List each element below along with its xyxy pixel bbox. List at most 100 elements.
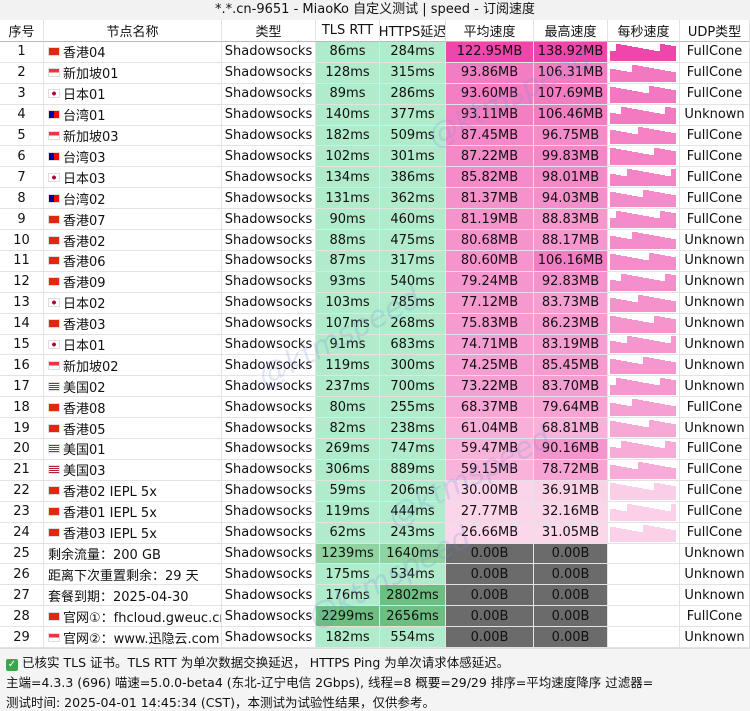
speed-bar	[670, 336, 676, 354]
cell: Unknown	[680, 271, 750, 293]
cell: Shadowsocks	[222, 271, 316, 293]
cell-text: 14	[13, 316, 30, 332]
cell-text: 剩余流量：200 GB	[48, 547, 161, 563]
speed-bar	[626, 256, 632, 270]
cell: 0.00B	[534, 585, 608, 607]
speed-bar	[643, 427, 649, 438]
cell: 98.01MB	[534, 167, 608, 189]
speed-graph	[608, 83, 680, 105]
cell-text: 269ms	[325, 441, 370, 457]
cell: 6	[0, 146, 44, 168]
speed-bar	[621, 273, 627, 291]
speed-bar	[643, 444, 649, 458]
cell-text: 182ms	[325, 629, 370, 645]
flag-icon	[48, 528, 60, 538]
speed-bar	[621, 510, 627, 521]
cell-text: 节点名称	[106, 25, 159, 40]
speed-bar	[626, 336, 632, 354]
speed-bar	[637, 91, 643, 103]
cell: 香港01 IEPL 5x	[44, 501, 222, 523]
flag-icon	[48, 256, 60, 266]
flag-icon	[48, 360, 60, 370]
cell: 2656ms	[380, 606, 446, 628]
flag-icon	[48, 131, 60, 141]
cell-text: Shadowsocks	[224, 357, 313, 373]
cell-text: 175ms	[325, 566, 370, 582]
speed-bar	[632, 468, 638, 479]
cell-text: 86ms	[329, 44, 366, 60]
speed-bar	[654, 192, 660, 208]
speed-bar	[670, 380, 676, 396]
speed-bar	[610, 68, 616, 82]
speed-bar	[643, 339, 649, 354]
speed-bar	[621, 440, 627, 458]
speed-bar	[632, 530, 638, 542]
cell-text: 79.64MB	[541, 399, 600, 415]
cell: 74.25MB	[446, 355, 534, 377]
cell: 32.16MB	[534, 501, 608, 523]
cell: 36.91MB	[534, 480, 608, 502]
speed-bar	[632, 108, 638, 124]
cell-text: Shadowsocks	[224, 441, 313, 457]
footer: ✓ 已核实 TLS 证书。TLS RTT 为单次数据交换延迟， HTTPS Pin…	[0, 648, 750, 711]
cell: 75.83MB	[446, 313, 534, 335]
speed-bar	[610, 192, 616, 208]
cell-text: 7	[17, 169, 26, 185]
speed-bar	[643, 216, 649, 229]
flag-icon	[48, 486, 60, 496]
cell-text: 106.46MB	[537, 107, 604, 123]
speed-bar	[648, 234, 654, 249]
speed-bar	[648, 155, 654, 166]
cell: 74.71MB	[446, 334, 534, 356]
speed-bar	[615, 149, 621, 166]
cell-text: 25	[13, 545, 30, 561]
speed-bar	[665, 106, 671, 124]
cell: 79.24MB	[446, 271, 534, 293]
speed-bar	[632, 486, 638, 500]
speed-bar	[670, 256, 676, 270]
cell: 92.83MB	[534, 271, 608, 293]
cell-text: 377ms	[390, 107, 435, 123]
speed-bar	[665, 299, 671, 312]
speed-bar	[632, 363, 638, 375]
speed-bar	[637, 443, 643, 458]
cell: 175ms	[316, 564, 380, 586]
speed-bar	[654, 421, 660, 438]
cell-text: 237ms	[325, 378, 370, 394]
speed-bar	[615, 113, 621, 124]
cell: 131ms	[316, 188, 380, 210]
cell: 18	[0, 397, 44, 419]
speed-bar	[659, 193, 665, 208]
cell-text: 87.22MB	[460, 148, 519, 164]
cell-text: 美国01	[63, 443, 106, 459]
cell-text: 83.73MB	[541, 295, 600, 311]
flag-icon	[48, 151, 60, 161]
cell-text: 286ms	[390, 86, 435, 102]
speed-bar	[654, 68, 660, 82]
speed-graph	[608, 376, 680, 398]
cell: 23	[0, 501, 44, 523]
cell-text: Unknown	[684, 566, 745, 582]
cell-text: 300ms	[390, 357, 435, 373]
cell-text: 0.00B	[551, 566, 590, 582]
cell: 9	[0, 209, 44, 231]
cell: Shadowsocks	[222, 125, 316, 147]
flag-icon	[48, 611, 60, 621]
cell-text: 1239ms	[321, 545, 374, 561]
speed-bar	[670, 485, 676, 500]
cell: Shadowsocks	[222, 501, 316, 523]
cell-text: 206ms	[390, 483, 435, 499]
speed-bar	[610, 279, 616, 291]
speed-bar	[637, 382, 643, 396]
speed-bar	[659, 378, 665, 396]
cell-text: 131ms	[325, 190, 370, 206]
cell-text: FullCone	[686, 483, 743, 499]
cell-text: Shadowsocks	[224, 566, 313, 582]
cell-text: 540ms	[390, 274, 435, 290]
speed-bar	[615, 447, 621, 458]
cell: Unknown	[680, 585, 750, 607]
cell-text: Unknown	[684, 587, 745, 603]
speed-bar	[610, 130, 616, 145]
cell-text: 2	[17, 65, 26, 81]
cell: 377ms	[380, 104, 446, 126]
